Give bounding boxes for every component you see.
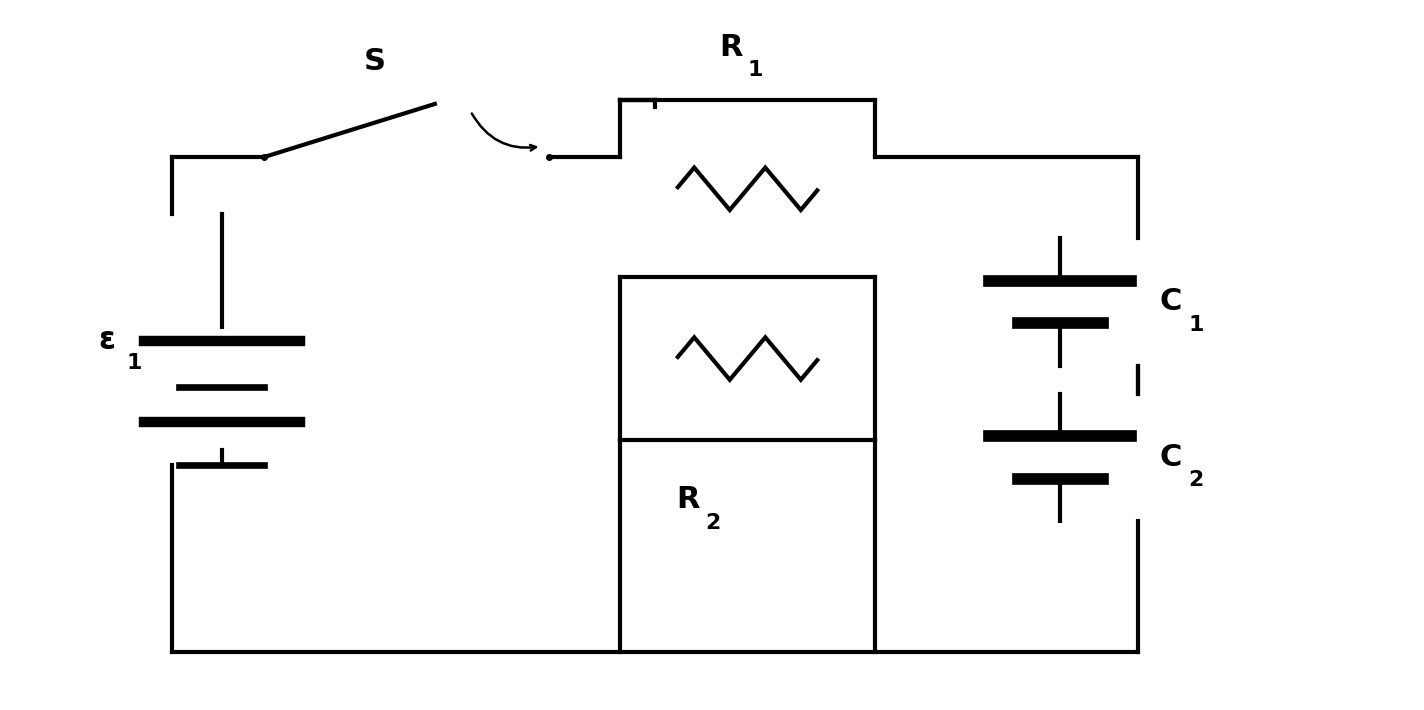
Text: R: R [719,33,742,62]
Text: R: R [676,486,701,515]
Text: C: C [1159,443,1182,472]
Text: 2: 2 [705,513,721,532]
Text: 2: 2 [1188,470,1203,490]
Text: 1: 1 [127,354,142,373]
Text: C: C [1159,288,1182,317]
Text: S: S [363,47,386,76]
Text: ε: ε [98,327,115,356]
Text: 1: 1 [1188,315,1203,334]
Text: 1: 1 [748,60,763,80]
